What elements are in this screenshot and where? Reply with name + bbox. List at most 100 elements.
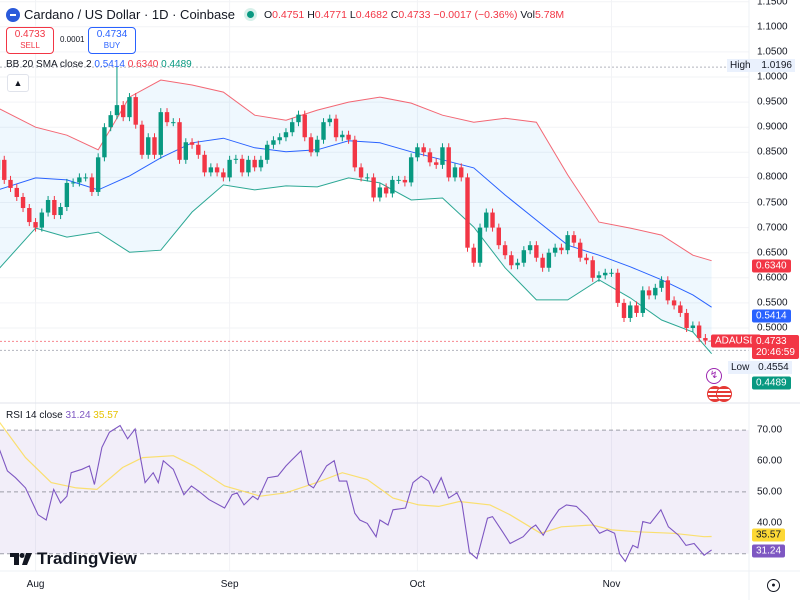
price-tick-label: 0.7500 [757,197,788,208]
candle-body [509,255,514,266]
close-label: C [390,8,399,21]
candle-body [452,167,458,178]
candle-body [95,157,101,192]
price-tick-label: 0.9000 [757,121,788,133]
candle-body [408,157,414,183]
high-marker: High 1.0196 [727,59,795,72]
candle-body [121,105,126,118]
time-tick-label: Oct [409,579,426,590]
rsi-legend[interactable]: RSI 14 close 31.24 35.57 [6,410,118,421]
brand-name: TradingView [37,549,137,568]
price-tick-label: 0.6500 [757,247,788,259]
candle-body [690,325,696,328]
candle-body [333,118,339,138]
candle-body [621,302,627,318]
chart-header: Cardano / US Dollar · 1D · Coinbase O0.4… [6,7,564,22]
candle-body [440,147,445,165]
candle-body [70,182,76,184]
candle-body [358,167,364,178]
volume-value: 5.78M [534,8,565,21]
sell-button[interactable]: 0.4733 SELL [6,27,54,54]
candle-body [296,114,301,123]
low-marker-label: Low [731,362,750,373]
rsi-value: 31.24 [65,410,91,421]
candle-body [271,140,276,145]
candle-body [515,262,520,266]
candle-body [39,212,45,228]
candle-body [571,235,577,243]
candle-body [671,300,677,306]
candle-body [665,280,671,301]
bollinger-basis-line [0,137,712,308]
candle-body [346,134,351,140]
candle-body [590,260,595,278]
time-tick-label: Aug [26,579,45,590]
symbol-title[interactable]: Cardano / US Dollar · 1D · Coinbase [24,7,235,22]
candle-body [534,245,539,258]
bb-upper-tag: 0.6340 [752,259,791,273]
rsi-legend-label: RSI 14 close [6,410,63,421]
price-tick-label: 0.5000 [757,322,788,334]
candle-body [108,115,113,128]
candle-body [20,196,26,209]
low-value: 0.4682 [355,8,388,21]
candle-body [552,247,558,253]
candle-body [396,179,401,181]
candle-body [239,158,245,173]
candle-body [465,177,470,248]
candle-body [45,199,51,213]
candle-body [58,207,63,216]
candle-body [202,154,207,173]
candle-body [258,159,264,168]
candle-body [252,159,257,168]
tradingview-logo[interactable]: TradingView [10,549,137,569]
candle-body [703,338,708,341]
close-value: 0.4733 [398,8,431,21]
low-label: L [349,8,356,21]
us-flag-event-icon-2[interactable] [716,386,732,402]
candle-body [264,144,270,160]
candle-body [89,177,95,192]
candle-body [340,134,345,138]
open-value: 0.4751 [272,8,305,21]
candle-body [446,147,451,178]
candle-body [496,227,501,246]
candle-body [415,147,420,158]
candle-body [421,147,426,153]
candle-body [609,272,614,274]
bb-basis-tag: 0.5414 [752,309,791,323]
candle-body [459,167,464,178]
price-tick-label: 1.1000 [757,21,788,33]
collapse-indicators-button[interactable]: ▲ [7,74,29,92]
bollinger-fill [0,80,712,354]
candle-body [634,305,639,313]
candle-body [233,158,239,160]
lightning-event-icon[interactable]: ↯ [706,368,722,384]
high-marker-label: High [730,60,751,71]
candle-body [302,114,307,138]
candle-body [383,187,389,194]
sell-label: SELL [20,41,40,50]
settings-gear-icon[interactable]: ● [767,579,780,592]
candle-body [615,272,620,303]
candle-body [114,105,120,116]
candle-body [158,112,163,155]
bb-lower-value: 0.4489 [161,59,192,70]
candle-body [183,142,188,160]
volume-label: Vol [520,8,535,21]
price-tick-label: 0.8000 [757,171,788,183]
candle-body [8,179,13,188]
candle-body [427,152,433,163]
bollinger-lower-line [0,177,712,355]
candle-body [565,235,570,251]
price-tick-label: 1.1500 [757,0,788,8]
rsi-tick-label: 70.00 [757,424,783,436]
change-value: −0.0017 (−0.36%) [433,8,518,21]
candle-body [14,187,19,197]
bar-countdown: 20:46:59 [756,347,795,358]
bb-legend[interactable]: BB 20 SMA close 2 0.5414 0.6340 0.4489 [6,59,192,70]
buy-button[interactable]: 0.4734 BUY [88,27,136,54]
candle-body [315,139,320,153]
candle-body [527,245,533,251]
